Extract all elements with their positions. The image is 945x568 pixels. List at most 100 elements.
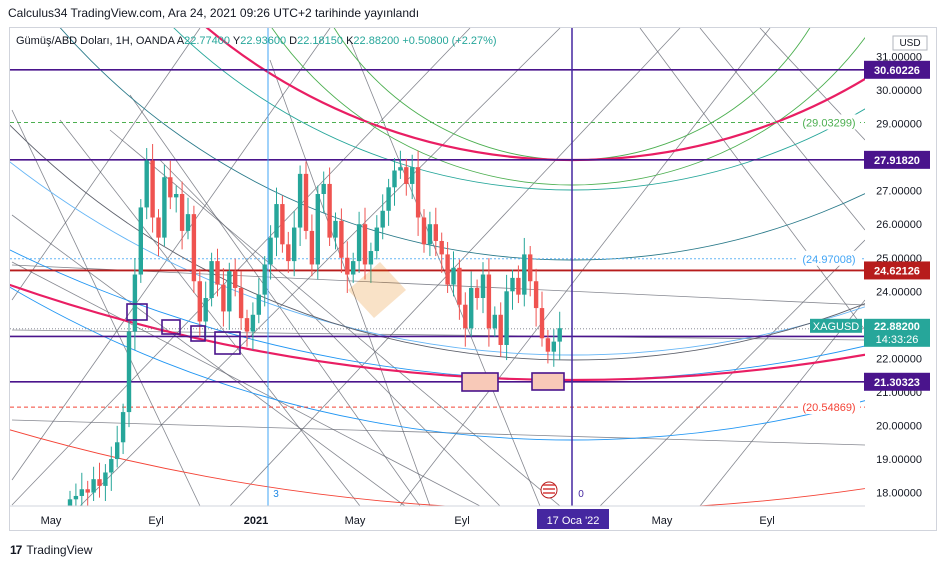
price-tick-label: 26.00000 <box>876 219 922 231</box>
candle-body <box>327 183 332 238</box>
candle-body <box>469 287 474 329</box>
candle-body <box>262 264 267 295</box>
candle-body <box>97 479 102 486</box>
candle-body <box>533 281 539 309</box>
horizontal-lines-layer <box>10 28 865 506</box>
candle-body <box>474 287 480 299</box>
price-tick-label: 22.00000 <box>876 353 922 365</box>
footer-brand[interactable]: 17 TradingView <box>10 543 92 557</box>
candle-body <box>439 240 444 255</box>
tradingview-logo-icon: 17 <box>10 543 22 557</box>
price-tag <box>864 261 930 280</box>
gann-line <box>11 28 201 301</box>
candle-body <box>168 177 173 198</box>
level-price-bg <box>798 250 860 266</box>
legend-low-value: 22.18150 <box>297 35 344 47</box>
chart-frame[interactable] <box>9 27 937 531</box>
level-price-bg <box>798 114 860 130</box>
candle-body <box>392 170 397 188</box>
candle-body <box>415 167 421 218</box>
price-tag-label: 27.91820 <box>874 155 920 167</box>
candle-body <box>162 177 167 238</box>
watermark-logo <box>348 262 406 318</box>
symbol-legend[interactable]: Gümüş/ABD Doları, 1H, OANDA A22.77400 Y2… <box>16 35 497 47</box>
gann-line <box>11 329 865 341</box>
level-price-label: (24.97008) <box>802 254 855 266</box>
candle-body <box>321 183 326 195</box>
candle-body <box>504 291 509 345</box>
zone-box <box>214 331 241 355</box>
gann-line <box>229 28 681 506</box>
price-tag-label: 21.30323 <box>874 377 920 389</box>
pink-arc <box>205 28 865 161</box>
candle-body <box>191 214 197 282</box>
gann-line <box>11 261 481 506</box>
candle-body <box>528 254 533 282</box>
candle-body <box>451 267 456 285</box>
candle-body <box>351 261 356 275</box>
candle-body <box>233 271 238 288</box>
legend-close-value: 22.88200 <box>353 35 400 47</box>
candle-body <box>339 220 344 258</box>
candle-body <box>333 220 338 238</box>
price-tick-label: 19.00000 <box>876 454 922 466</box>
level-price-label: (20.54869) <box>802 402 855 414</box>
gann-line <box>639 28 865 331</box>
candle-body <box>120 412 126 443</box>
candle-body <box>551 341 556 352</box>
candle-body <box>386 187 391 211</box>
candle-body <box>268 237 273 265</box>
candle-body <box>203 298 208 322</box>
candle-body <box>510 277 515 292</box>
candle-body <box>185 214 191 231</box>
candle-body <box>274 204 279 238</box>
boxes-layer <box>126 303 565 392</box>
price-tick-label: 30.00000 <box>876 85 922 97</box>
gann-line <box>109 129 561 506</box>
candle-body <box>238 287 244 319</box>
candle-body <box>221 284 226 312</box>
candle-body <box>539 308 545 339</box>
gann-line <box>11 264 865 306</box>
candle-body <box>115 442 120 460</box>
price-tag <box>864 60 930 79</box>
legend-open-value: 22.77400 <box>184 35 231 47</box>
candle-body <box>150 160 155 218</box>
candle-body <box>374 227 379 252</box>
gann-line <box>269 59 431 506</box>
candle-body <box>103 472 108 486</box>
candle-body <box>286 244 291 262</box>
candle-body <box>480 274 486 299</box>
time-tick-label: May <box>345 515 366 527</box>
candle-body <box>197 281 202 322</box>
zone-box <box>190 325 206 342</box>
footer-brand-name: TradingView <box>26 543 93 557</box>
candle-body <box>380 210 385 228</box>
candle-body <box>174 194 179 198</box>
candle-body <box>463 304 468 329</box>
price-tick-label: 20.00000 <box>876 421 922 433</box>
watermark-layer <box>348 262 406 318</box>
candle-body <box>85 489 90 493</box>
candle-body <box>280 204 285 245</box>
level-price-bg <box>798 399 860 415</box>
candle-body <box>433 224 438 241</box>
legend-close-label: K <box>346 35 354 47</box>
candle-body <box>557 328 562 342</box>
gann-line <box>129 94 421 506</box>
candle-body <box>215 261 220 285</box>
current-price-label: 22.88200 <box>874 321 920 333</box>
candle-body <box>256 294 261 315</box>
candle-body <box>209 261 214 299</box>
gann-line <box>11 419 865 446</box>
time-axis-layer: May Eyl 2021 May Eyl 17 Oca '22 May Eyl 3 0 <box>10 481 865 529</box>
candle-body <box>457 267 462 305</box>
candle-body <box>356 224 362 262</box>
candle-body <box>498 314 503 345</box>
price-tag <box>864 372 930 391</box>
cursor-date-label: 17 Oca '22 <box>547 515 600 527</box>
time-tick-label: Eyl <box>148 515 163 527</box>
gann-line <box>11 109 201 506</box>
price-tag-label: 24.62126 <box>874 265 920 277</box>
